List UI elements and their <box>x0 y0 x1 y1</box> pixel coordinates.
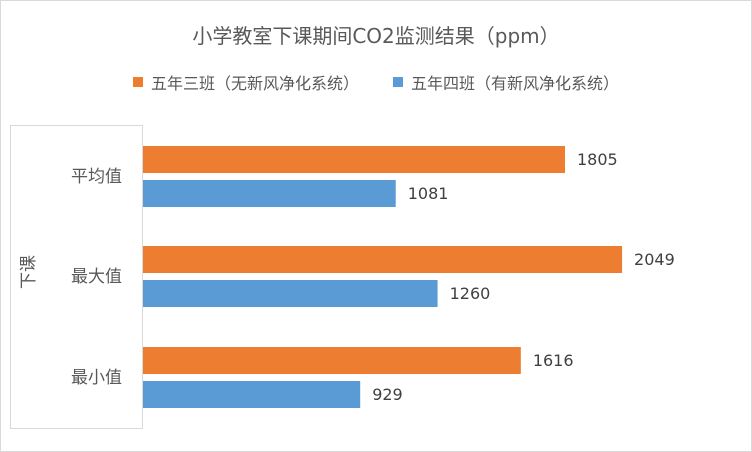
bar-series-0-2 <box>143 347 521 374</box>
bar-series-1-1 <box>143 280 438 307</box>
legend-item-series-0: 五年三班（无新风净化系统） <box>132 70 359 94</box>
bar-series-0-0 <box>143 146 566 173</box>
group-label: 下课 <box>19 255 39 289</box>
category-tick-label: 平均值 <box>71 167 122 187</box>
data-label: 1260 <box>450 284 491 303</box>
category-tick-label: 最小值 <box>71 368 122 388</box>
data-label: 929 <box>372 385 403 404</box>
legend-label: 五年四班（有新风净化系统） <box>411 74 620 93</box>
legend-swatch <box>393 77 403 87</box>
legend-item-series-1: 五年四班（有新风净化系统） <box>393 70 619 94</box>
legend-label: 五年三班（无新风净化系统） <box>150 74 359 93</box>
category-tick-label: 最大值 <box>71 267 122 287</box>
data-label: 2049 <box>634 250 675 269</box>
legend-swatch <box>132 77 143 87</box>
legend: 五年三班（无新风净化系统） 五年四班（有新风净化系统） <box>0 70 752 94</box>
data-label: 1805 <box>577 150 618 169</box>
bar-series-0-1 <box>143 246 623 273</box>
bar-series-1-0 <box>143 180 396 207</box>
chart-title: 小学教室下课期间CO2监测结果（ppm） <box>192 24 560 48</box>
data-label: 1081 <box>408 184 449 203</box>
bar-series-1-2 <box>143 381 361 408</box>
data-label: 1616 <box>533 351 574 370</box>
category-axis-box <box>10 125 143 429</box>
